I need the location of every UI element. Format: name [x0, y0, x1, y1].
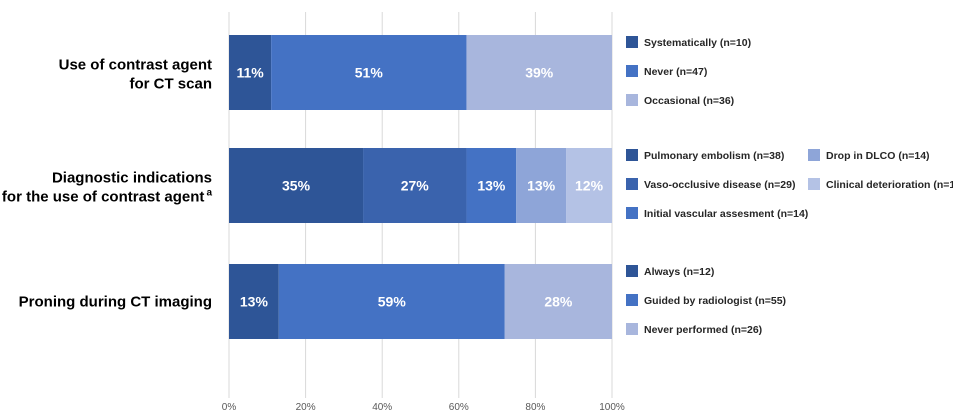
data-label: 51%	[355, 65, 384, 81]
bar-segment	[466, 148, 517, 223]
legend-entry: Never (n=47)	[644, 66, 707, 78]
bar-segment	[466, 35, 612, 110]
bars: 11% 51% 39% 35% 27% 13% 13% 12% 13% 59% 28%	[229, 35, 612, 339]
bar-segment	[504, 264, 612, 339]
legend-swatch	[808, 149, 820, 161]
legend-swatch	[626, 94, 638, 106]
bar-segment	[566, 148, 612, 223]
data-label: 13%	[477, 178, 506, 194]
legend-swatch	[626, 323, 638, 335]
bar-segment	[229, 148, 364, 223]
data-label: 59%	[378, 294, 407, 310]
bar-segment	[363, 148, 467, 223]
group-labels: Use of contrast agent for CT scan Diagnost…	[2, 57, 213, 311]
legend-swatch	[626, 65, 638, 77]
legend-entry: Vaso-occlusive disease (n=29)	[644, 179, 795, 191]
legend-swatch	[626, 36, 638, 48]
legend-entry: Always (n=12)	[644, 266, 714, 278]
bar-segment	[278, 264, 505, 339]
bar-segment	[229, 264, 279, 339]
legend-swatch	[626, 207, 638, 219]
x-tick-label: 0%	[222, 402, 237, 413]
bar-segment	[516, 148, 567, 223]
x-tick-label: 40%	[372, 402, 392, 413]
group-label-line2-text: for the use of contrast agent	[2, 189, 205, 206]
legend-entry: Systematically (n=10)	[644, 37, 751, 49]
legend-swatch	[626, 265, 638, 277]
legend-swatch	[626, 294, 638, 306]
x-tick-label: 100%	[599, 402, 625, 413]
legend-swatch	[808, 178, 820, 190]
data-label: 12%	[575, 178, 604, 194]
data-label: 27%	[401, 178, 430, 194]
legend-entry: Pulmonary embolism (n=38)	[644, 150, 784, 162]
data-label: 13%	[240, 294, 269, 310]
legend-entry: Guided by radiologist (n=55)	[644, 295, 786, 307]
legend-entry: Never performed (n=26)	[644, 324, 762, 336]
data-label: 39%	[525, 65, 554, 81]
data-label: 28%	[544, 294, 573, 310]
group-label: Proning during CT imaging	[19, 294, 212, 311]
data-label: 13%	[527, 178, 556, 194]
bar-segment	[229, 35, 272, 110]
x-tick-label: 80%	[525, 402, 545, 413]
group-label-line2-text: for CT scan	[129, 76, 212, 93]
legend-entry: Clinical deterioration (n=13)	[826, 179, 953, 191]
superscript: a	[206, 188, 212, 199]
legend-swatch	[626, 149, 638, 161]
legend-swatch	[626, 178, 638, 190]
legends: Systematically (n=10) Never (n=47) Occasio…	[626, 36, 953, 336]
group-label: Diagnostic indications	[52, 170, 212, 187]
group-label-line2: for CT scan	[129, 76, 212, 93]
bar-segment	[271, 35, 467, 110]
group-label-line2: for the use of contrast agent a	[2, 188, 213, 206]
data-label: 11%	[236, 65, 264, 81]
x-axis-ticks: 0% 20% 40% 60% 80% 100%	[222, 402, 625, 413]
x-tick-label: 20%	[296, 402, 316, 413]
legend-entry: Initial vascular assesment (n=14)	[644, 208, 808, 220]
group-label: Use of contrast agent	[59, 57, 212, 74]
legend-entry: Drop in DLCO (n=14)	[826, 150, 930, 162]
legend-entry: Occasional (n=36)	[644, 95, 734, 107]
data-label: 35%	[282, 178, 311, 194]
x-tick-label: 60%	[449, 402, 469, 413]
